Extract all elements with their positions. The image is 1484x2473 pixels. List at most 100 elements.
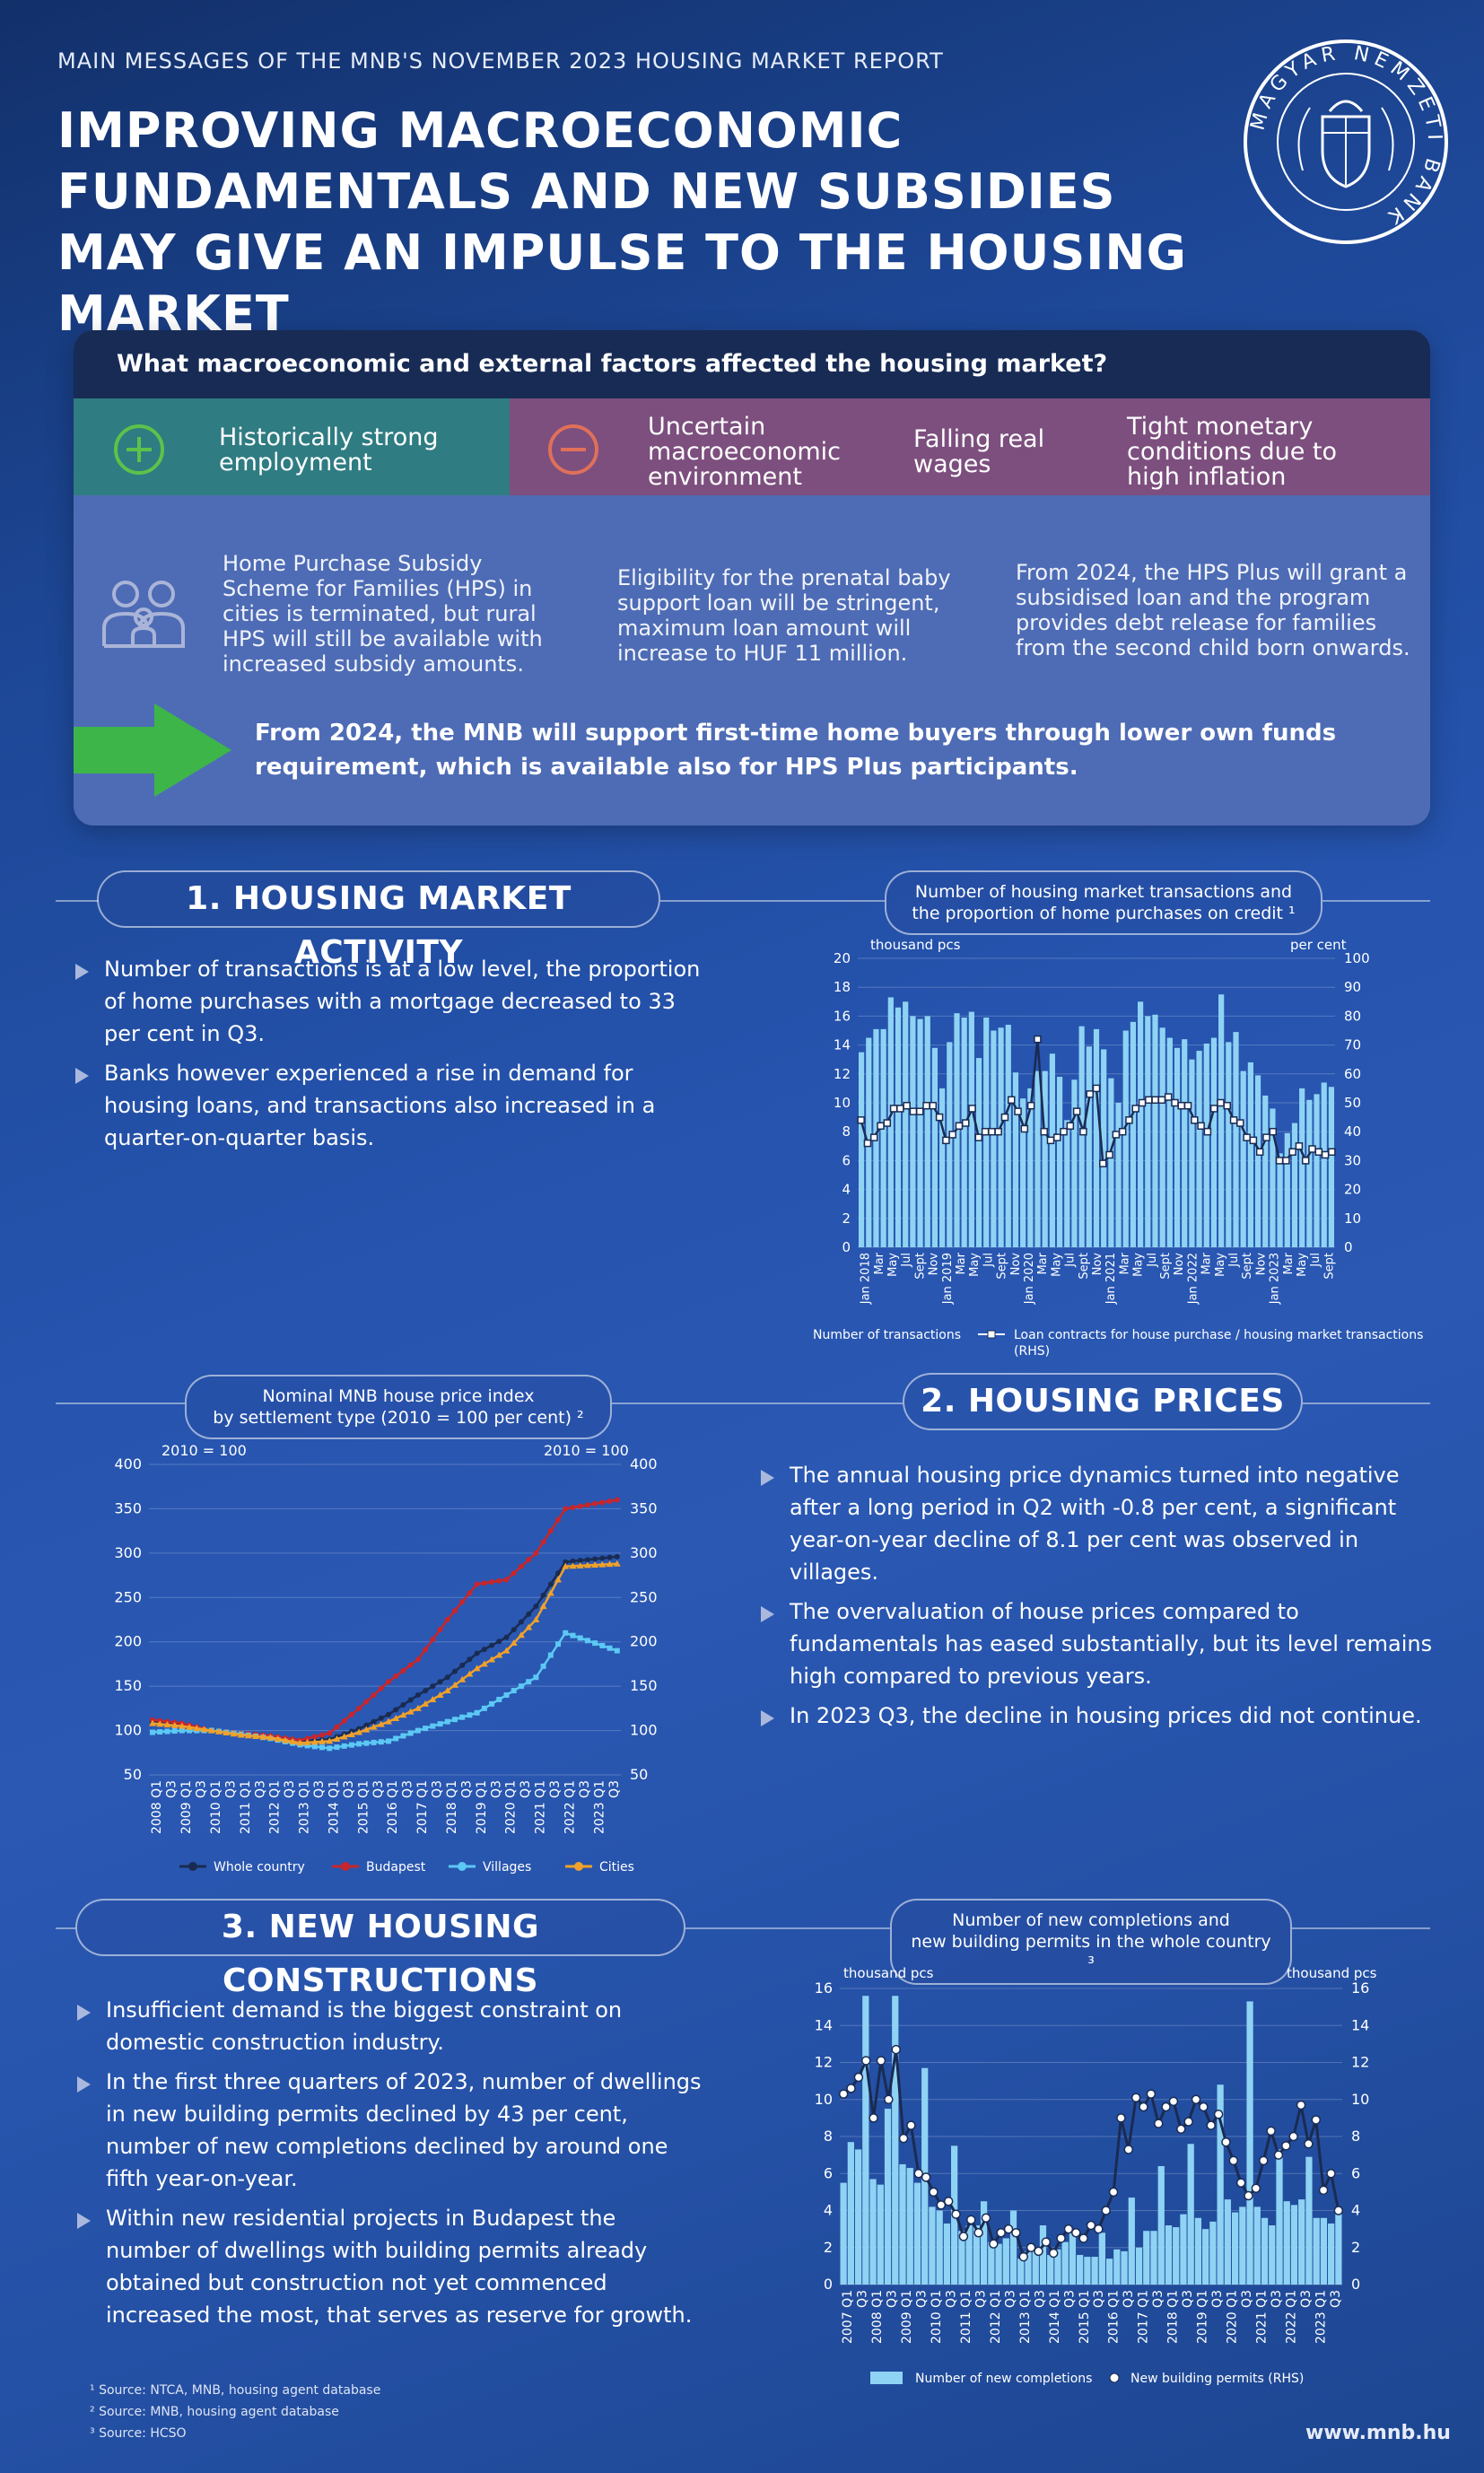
line-marker — [996, 2228, 1006, 2238]
x-tick-label: Q3 — [578, 1780, 592, 1798]
x-tick-label: Q3 — [253, 1780, 267, 1798]
x-tick-label: Q3 — [195, 1780, 209, 1798]
x-tick-label: 2017 Q1 — [1137, 2290, 1151, 2344]
line-marker — [378, 1739, 384, 1745]
line-marker — [1282, 1157, 1290, 1165]
line-marker — [1145, 1096, 1153, 1105]
line-marker — [1183, 2117, 1193, 2127]
line-marker — [334, 1724, 340, 1730]
line-marker — [1168, 2096, 1179, 2107]
chart-transactions: thousand pcs per cent 0 2 4 6 8 10 12 14 16 18 20 0 10… — [813, 937, 1423, 1359]
y2-axis-label: per cent — [1290, 937, 1347, 953]
series-line — [152, 1499, 617, 1742]
y-tick-label: 12 — [834, 1066, 851, 1082]
line-marker — [473, 1665, 481, 1672]
line-marker — [1235, 2178, 1246, 2188]
line-marker — [955, 1122, 964, 1131]
line-marker — [988, 1127, 996, 1136]
bar — [1253, 2206, 1261, 2285]
line-marker — [164, 1728, 170, 1735]
line-marker — [311, 1743, 318, 1750]
bar — [1291, 1123, 1298, 1247]
line-marker — [1060, 1127, 1068, 1136]
y-tick-label: 18 — [834, 979, 851, 995]
line-marker — [570, 1558, 576, 1564]
y-tick-label: 2 — [824, 2239, 833, 2256]
y2-tick-label: 6 — [1351, 2164, 1360, 2181]
x-tick-label: Jul — [1227, 1253, 1241, 1268]
y-axis-label: thousand pcs — [870, 937, 961, 953]
line-marker — [467, 1590, 473, 1596]
line-marker — [327, 1730, 333, 1736]
line-marker — [444, 1718, 450, 1725]
line-marker — [178, 1722, 186, 1729]
line-marker — [170, 1721, 179, 1728]
line-marker — [363, 1722, 370, 1728]
bar — [1314, 1094, 1320, 1247]
line-marker — [347, 1731, 355, 1738]
line-marker — [386, 1711, 391, 1717]
bar — [1042, 1070, 1048, 1247]
chart1-title-line2: the proportion of home purchases on cred… — [912, 904, 1296, 923]
y-axis-label: thousand pcs — [843, 1965, 934, 1981]
line-marker — [1296, 2100, 1306, 2110]
y-tick-label: 4 — [842, 1182, 851, 1198]
line-marker — [1311, 2115, 1321, 2125]
line-marker — [599, 1499, 606, 1506]
line-marker — [207, 1726, 215, 1734]
x-tick-label: Q3 — [1151, 2290, 1165, 2308]
bar — [1240, 1070, 1246, 1247]
line-marker — [1221, 2137, 1231, 2147]
bar — [869, 2179, 877, 2285]
line-marker — [1014, 1107, 1022, 1115]
bar — [931, 1047, 938, 1247]
line-marker — [1318, 2185, 1329, 2196]
website-link[interactable]: www.mnb.hu — [1305, 2422, 1451, 2444]
y-tick-label: 100 — [114, 1722, 142, 1739]
line-marker — [414, 1704, 422, 1711]
x-tick-label: 2012 Q1 — [989, 2290, 1003, 2344]
line-marker — [869, 1133, 878, 1141]
line-marker — [607, 1498, 613, 1504]
line-marker — [1199, 2102, 1209, 2112]
divider — [56, 1927, 75, 1929]
bar — [1290, 2205, 1298, 2285]
line-marker — [592, 1500, 598, 1507]
line-marker — [1157, 1096, 1166, 1105]
line-marker — [496, 1577, 502, 1584]
bar — [1231, 2212, 1239, 2285]
x-tick-label: 2011 Q1 — [239, 1780, 253, 1834]
bar — [1247, 1062, 1253, 1247]
x-tick-label: Sept — [1159, 1253, 1173, 1280]
line-marker — [1209, 1105, 1218, 1113]
bar — [1012, 1072, 1019, 1247]
y2-tick-label: 30 — [1344, 1152, 1361, 1168]
line-marker — [1034, 2246, 1043, 2257]
line-marker — [467, 1712, 473, 1718]
y-tick-label: 0 — [824, 2276, 833, 2293]
y-tick-label: 4 — [824, 2202, 833, 2219]
line-marker — [303, 1738, 311, 1745]
y2-tick-label: 0 — [1351, 2276, 1360, 2293]
x-tick-label: 2015 Q1 — [1078, 2290, 1092, 2344]
section-title-prices: 2. HOUSING PRICES — [903, 1373, 1303, 1430]
plus-icon — [114, 424, 164, 475]
bar — [1145, 1016, 1151, 1247]
x-tick-label: 2009 Q1 — [900, 2290, 914, 2344]
line-marker — [1125, 1116, 1133, 1124]
header-kicker: MAIN MESSAGES OF THE MNB'S NOVEMBER 2023… — [57, 48, 944, 74]
line-marker — [1020, 1124, 1029, 1133]
bar — [903, 1001, 909, 1247]
x-tick-label: Q3 — [223, 1780, 238, 1798]
line-marker — [1328, 1148, 1336, 1156]
line-marker — [1130, 2093, 1141, 2102]
line-marker — [555, 1516, 562, 1523]
x-tick-label: 2016 Q1 — [1107, 2290, 1122, 2344]
bar — [1098, 2233, 1105, 2285]
line-marker — [1003, 2224, 1014, 2234]
line-marker — [540, 1663, 546, 1669]
line-marker — [1197, 1122, 1205, 1131]
line-marker — [1161, 2102, 1171, 2112]
line-marker — [570, 1632, 576, 1638]
line-marker — [869, 2113, 878, 2123]
